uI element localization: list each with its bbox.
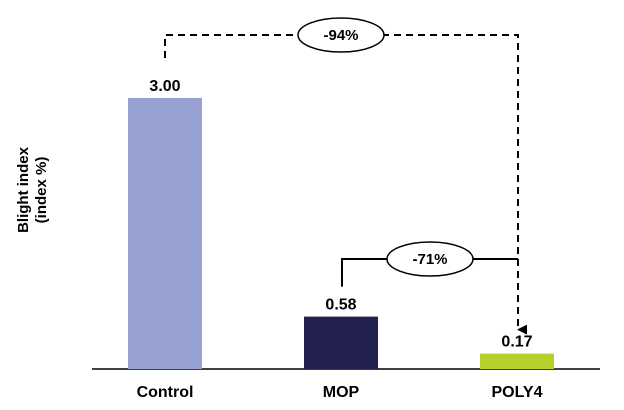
- value-label-control: 3.00: [149, 78, 180, 95]
- reduction-label-control-to-poly4: -94%: [323, 27, 358, 44]
- annotations-group: -94% -71%: [164, 17, 527, 335]
- y-axis-label-line-2: (index %): [33, 157, 50, 224]
- bar-poly4: [480, 353, 554, 369]
- category-label-poly4: POLY4: [492, 384, 543, 401]
- reduction-label-mop-to-poly4: -71%: [412, 251, 447, 268]
- reduction-badge-control-to-poly4: [297, 17, 385, 53]
- bar-control: [128, 98, 202, 369]
- value-label-mop: 0.58: [325, 297, 356, 314]
- value-label-poly4: 0.17: [501, 334, 532, 351]
- bar-mop: [304, 316, 378, 369]
- category-label-control: Control: [137, 384, 194, 401]
- category-label-mop: MOP: [323, 384, 360, 401]
- y-axis-label-line-1: Blight index: [15, 146, 32, 232]
- reduction-badge-mop-to-poly4: [386, 241, 474, 277]
- bars-group: 3.00 Control 0.58 MOP 0.17 POLY4: [128, 78, 554, 401]
